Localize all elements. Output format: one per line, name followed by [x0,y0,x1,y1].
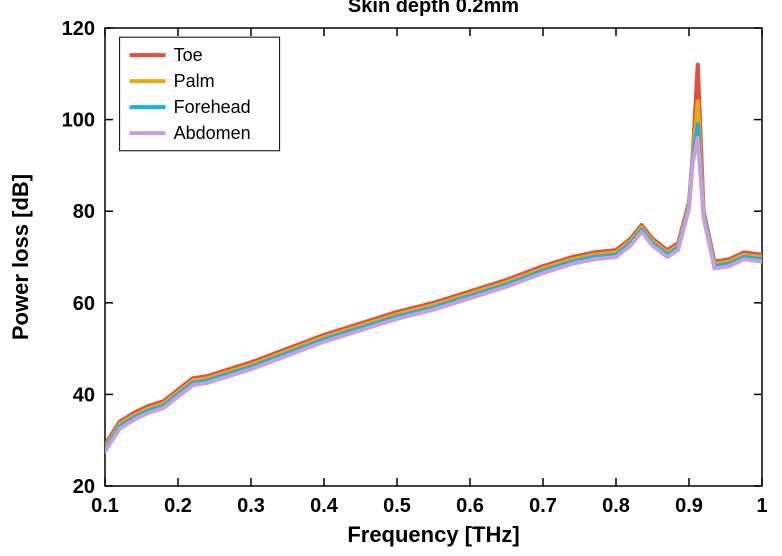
y-tick-label: 20 [73,476,95,498]
chart-container: 0.10.20.30.40.50.60.70.80.91204060801001… [0,0,782,556]
legend-label: Palm [174,71,215,91]
y-tick-label: 100 [62,110,95,132]
y-axis-label: Power loss [dB] [8,174,33,340]
x-tick-label: 0.1 [91,495,119,517]
x-axis-label: Frequency [THz] [347,522,519,547]
chart-svg: 0.10.20.30.40.50.60.70.80.91204060801001… [0,0,782,556]
x-tick-label: 0.3 [237,495,265,517]
legend-label: Toe [174,45,203,65]
x-tick-label: 0.9 [675,495,703,517]
x-tick-label: 0.7 [529,495,557,517]
x-tick-label: 0.4 [310,495,339,517]
x-tick-label: 0.8 [602,495,630,517]
x-tick-label: 0.2 [164,495,192,517]
x-tick-label: 1 [756,495,767,517]
y-tick-label: 60 [73,293,95,315]
y-tick-label: 80 [73,201,95,223]
legend-label: Abdomen [174,123,251,143]
chart-bg [0,0,782,556]
y-tick-label: 120 [62,18,95,40]
legend-label: Forehead [174,97,251,117]
x-tick-label: 0.5 [383,495,411,517]
x-tick-label: 0.6 [456,495,484,517]
chart-title: Skin depth 0.2mm [348,0,519,17]
y-tick-label: 40 [73,384,95,406]
